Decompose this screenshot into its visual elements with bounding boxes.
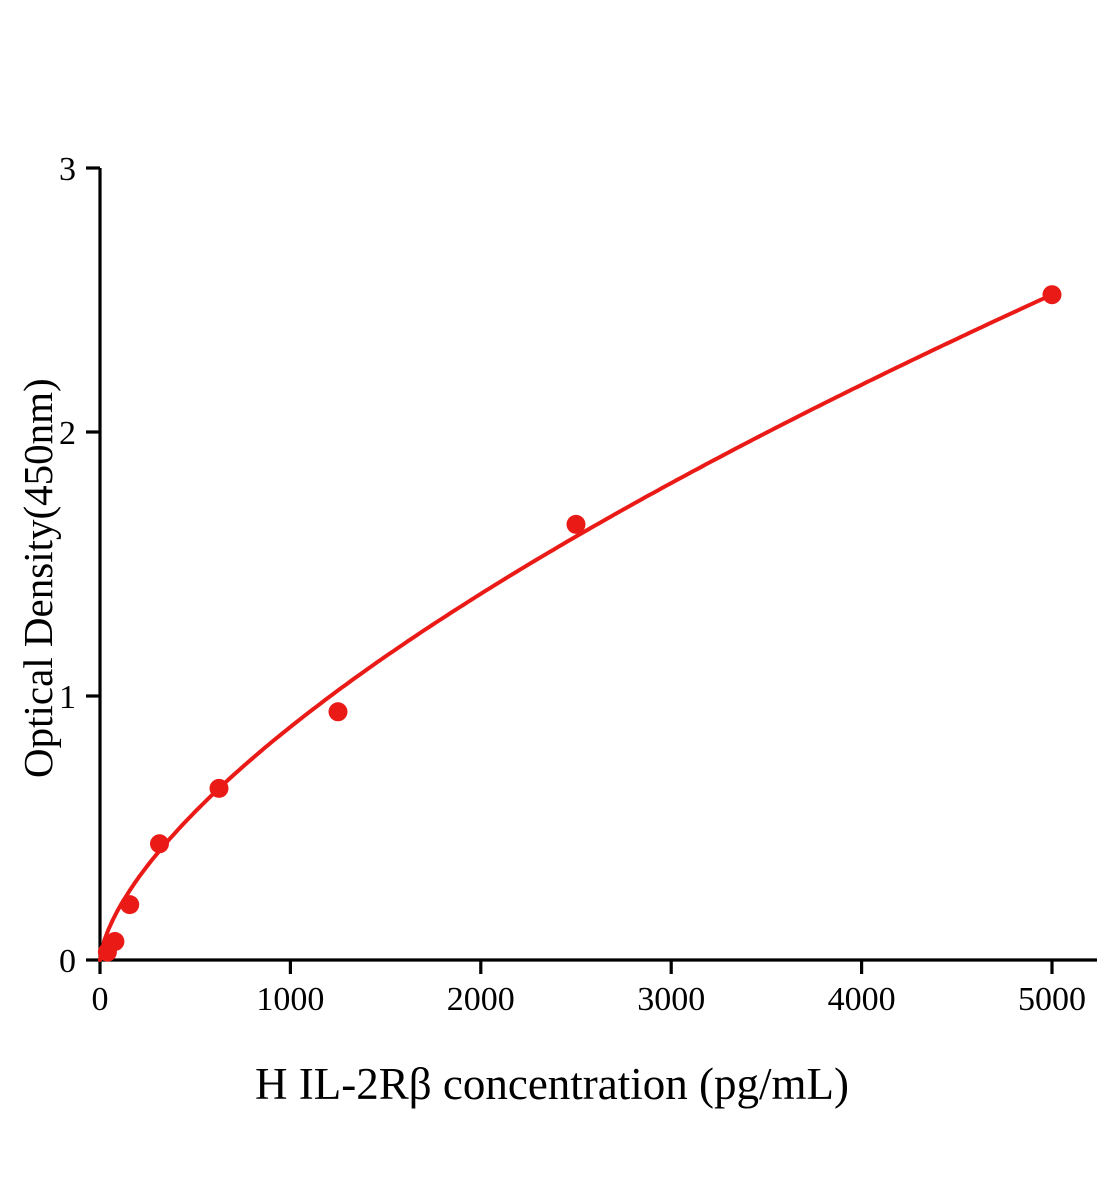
y-tick-label: 2 [59, 415, 76, 452]
data-point [566, 514, 586, 534]
x-tick-label: 5000 [1018, 981, 1086, 1018]
y-tick-label: 0 [59, 943, 76, 980]
x-tick-label: 3000 [637, 981, 705, 1018]
data-point [150, 834, 169, 854]
y-axis-title: Optical Density(450nm) [15, 378, 61, 778]
data-point [209, 778, 229, 798]
data-point [105, 932, 125, 951]
data-point [328, 702, 348, 722]
data-point [120, 895, 140, 915]
y-tick-label: 3 [59, 151, 76, 188]
x-tick-label: 2000 [447, 981, 515, 1018]
data-point [1042, 285, 1062, 305]
y-tick-label: 1 [59, 679, 76, 716]
x-tick-label: 4000 [828, 981, 896, 1018]
fit-curve [98, 292, 1054, 962]
x-axis-title: H IL-2Rβ concentration (pg/mL) [255, 1059, 849, 1109]
x-tick-label: 1000 [256, 981, 324, 1018]
x-tick-label: 0 [92, 981, 109, 1018]
